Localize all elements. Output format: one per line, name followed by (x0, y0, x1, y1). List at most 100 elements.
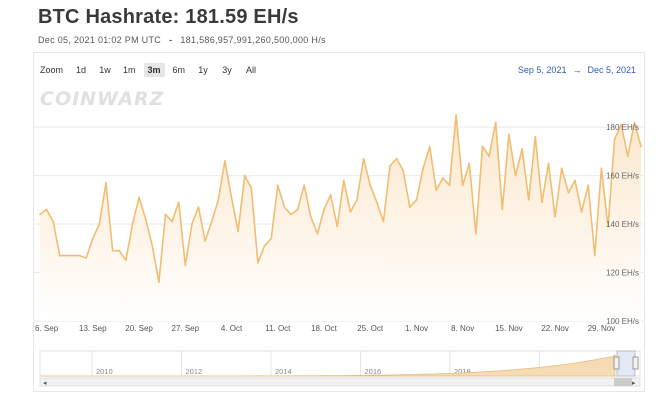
navigator-left-handle (613, 356, 620, 370)
navigator-year-label: 2012 (186, 367, 203, 376)
data-point (263, 245, 266, 247)
data-point (78, 254, 81, 257)
scrollbar-thumb (614, 378, 632, 386)
zoom-all-button[interactable]: All (246, 65, 257, 75)
data-point (508, 133, 510, 136)
data-point (316, 232, 319, 235)
data-point (356, 198, 358, 201)
data-point (554, 215, 556, 218)
data-point (501, 208, 504, 211)
navigator-year-label: 2016 (365, 367, 382, 376)
data-point (587, 184, 590, 187)
data-point (494, 121, 497, 124)
data-point (217, 198, 220, 201)
x-tick-label: 22. Nov (541, 324, 569, 333)
x-tick-label: 15. Nov (495, 324, 523, 333)
data-point (362, 157, 365, 160)
navigator-year-label: 2018 (454, 367, 471, 376)
line-layer (39, 114, 642, 283)
data-point (560, 167, 563, 170)
data-point (39, 213, 41, 216)
data-point (243, 174, 246, 177)
data-point (349, 211, 352, 213)
zoom-1d-button[interactable]: 1d (76, 65, 87, 75)
data-point (382, 220, 385, 223)
subtitle: Dec 05, 2021 01:02 PM UTC - 181,586,957,… (38, 35, 326, 45)
x-tick-label: 8. Nov (451, 324, 474, 333)
data-point (435, 189, 438, 192)
data-point (633, 121, 636, 124)
data-point (488, 155, 490, 158)
data-point (309, 215, 312, 218)
y-tick-label: 120 EH/s (606, 269, 639, 278)
data-point (448, 184, 451, 187)
area-layer (40, 115, 641, 321)
zoom-6m-button[interactable]: 6m (172, 65, 186, 75)
x-tick-label: 18. Oct (311, 324, 338, 333)
data-point (534, 135, 537, 138)
data-point (329, 194, 332, 196)
data-point (177, 201, 180, 204)
data-point (270, 237, 273, 240)
data-point (527, 198, 530, 201)
data-point (607, 225, 609, 228)
data-point (402, 169, 405, 172)
zoom-bar: Zoom 1d 1w 1m 3m 6m 1y 3y All (40, 63, 261, 77)
navigator-right-handle (632, 356, 639, 370)
navigator-year-label: 2014 (275, 367, 292, 376)
data-point (118, 249, 121, 252)
data-point (125, 259, 127, 262)
data-point (131, 223, 134, 226)
data-point (230, 196, 233, 199)
data-point (389, 165, 391, 167)
zoom-3y-button[interactable]: 3y (222, 65, 232, 75)
data-point (171, 220, 174, 223)
zoom-1w-button[interactable]: 1w (99, 65, 111, 75)
data-point (600, 167, 603, 170)
zoom-1y-button[interactable]: 1y (198, 65, 208, 75)
data-point (593, 254, 596, 257)
y-axis-labels: 100 EH/s 120 EH/s 140 EH/s 160 EH/s 180 EH/s (606, 123, 639, 326)
data-point (257, 261, 259, 264)
y-tick-label: 160 EH/s (606, 172, 639, 181)
data-point (580, 211, 583, 213)
data-point (375, 201, 378, 204)
data-point (276, 184, 279, 187)
data-point (422, 167, 424, 170)
header: BTC Hashrate: 181.59 EH/s Dec 05, 2021 0… (38, 6, 326, 45)
data-point (105, 182, 107, 184)
date-range: Sep 5, 2021 → Dec 5, 2021 (518, 65, 636, 75)
data-point (514, 174, 517, 177)
data-point (91, 237, 94, 240)
data-point (547, 162, 550, 165)
data-point (442, 177, 444, 179)
data-point (336, 225, 339, 228)
data-point (640, 145, 642, 148)
range-to[interactable]: Dec 5, 2021 (587, 65, 636, 75)
navigator-selection (616, 350, 636, 377)
zoom-1m-button[interactable]: 1m (123, 65, 136, 75)
data-point (626, 155, 629, 158)
timestamp: Dec 05, 2021 01:02 PM UTC (38, 35, 162, 45)
data-point (52, 220, 55, 223)
data-point (85, 257, 88, 259)
navigator[interactable]: 201020122014201620182020◂▸ (39, 350, 641, 387)
data-point (481, 145, 484, 148)
data-point (158, 281, 160, 284)
data-point (111, 249, 114, 252)
x-tick-label: 1. Nov (405, 324, 428, 333)
data-point (613, 138, 616, 141)
data-point (210, 220, 213, 223)
zoom-3m-button[interactable]: 3m (143, 63, 165, 77)
data-point (224, 160, 226, 162)
range-from[interactable]: Sep 5, 2021 (517, 65, 567, 75)
coinwarz-logo: COINWARZ (40, 88, 165, 110)
x-tick-label: 6. Sep (35, 324, 59, 333)
data-point (541, 201, 543, 204)
data-point (521, 148, 523, 150)
data-point (237, 230, 240, 233)
data-point (98, 223, 101, 226)
data-point (45, 208, 48, 211)
data-point (567, 191, 570, 194)
